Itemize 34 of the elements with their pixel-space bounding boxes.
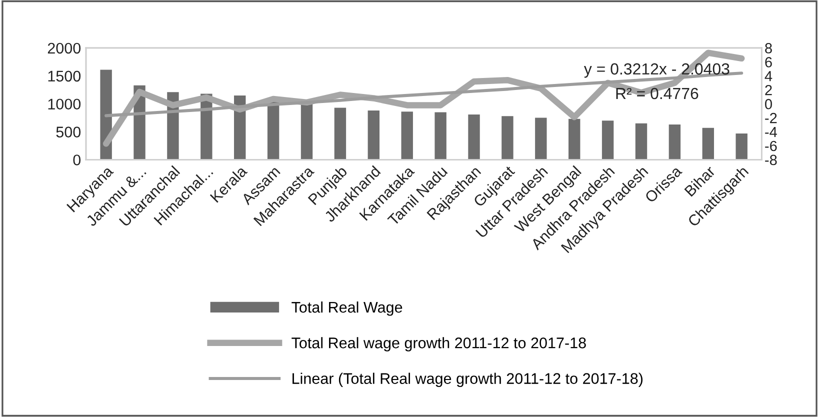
bar [568,118,580,160]
annotation: y = 0.3212x - 2.0403 [584,63,730,78]
legend-label: Total Real wage growth 2011-12 to 2017-18 [292,337,586,352]
legend-label: Linear (Total Real wage growth 2011-12 to 2017-18) [292,372,643,387]
annotation: R² = 0.4776 [616,88,698,100]
y2-tick-label: 8 [765,43,772,54]
bar [468,114,480,160]
bar [502,116,514,160]
y2-tick-label: -2 [765,112,777,124]
y2-tick-label: 0 [765,98,772,110]
y2-tick-label: 4 [764,71,772,82]
y2-tick-label: 2 [765,84,772,96]
bar [602,120,614,160]
y2-tick-label: 6 [765,57,772,68]
y-tick-label: 0 [73,154,81,166]
bar [434,112,446,160]
legend-label: Total Real Wage [292,301,402,316]
bar [334,108,346,160]
y-tick-label: 2000 [48,42,81,54]
bar [702,128,714,160]
bar [368,110,380,160]
bar [668,124,681,160]
bar [401,112,413,160]
y2-tick-label: -4 [765,127,777,138]
bar [100,70,112,160]
bar [736,133,748,160]
bar [535,118,547,160]
y-tick-label: 1000 [48,98,81,110]
y-tick-label: 1500 [48,70,81,82]
bar [635,123,648,160]
bar [300,103,313,160]
y2-tick-label: -6 [765,140,777,152]
y-tick-label: 500 [56,126,81,138]
y2-tick-label: -8 [765,154,777,166]
